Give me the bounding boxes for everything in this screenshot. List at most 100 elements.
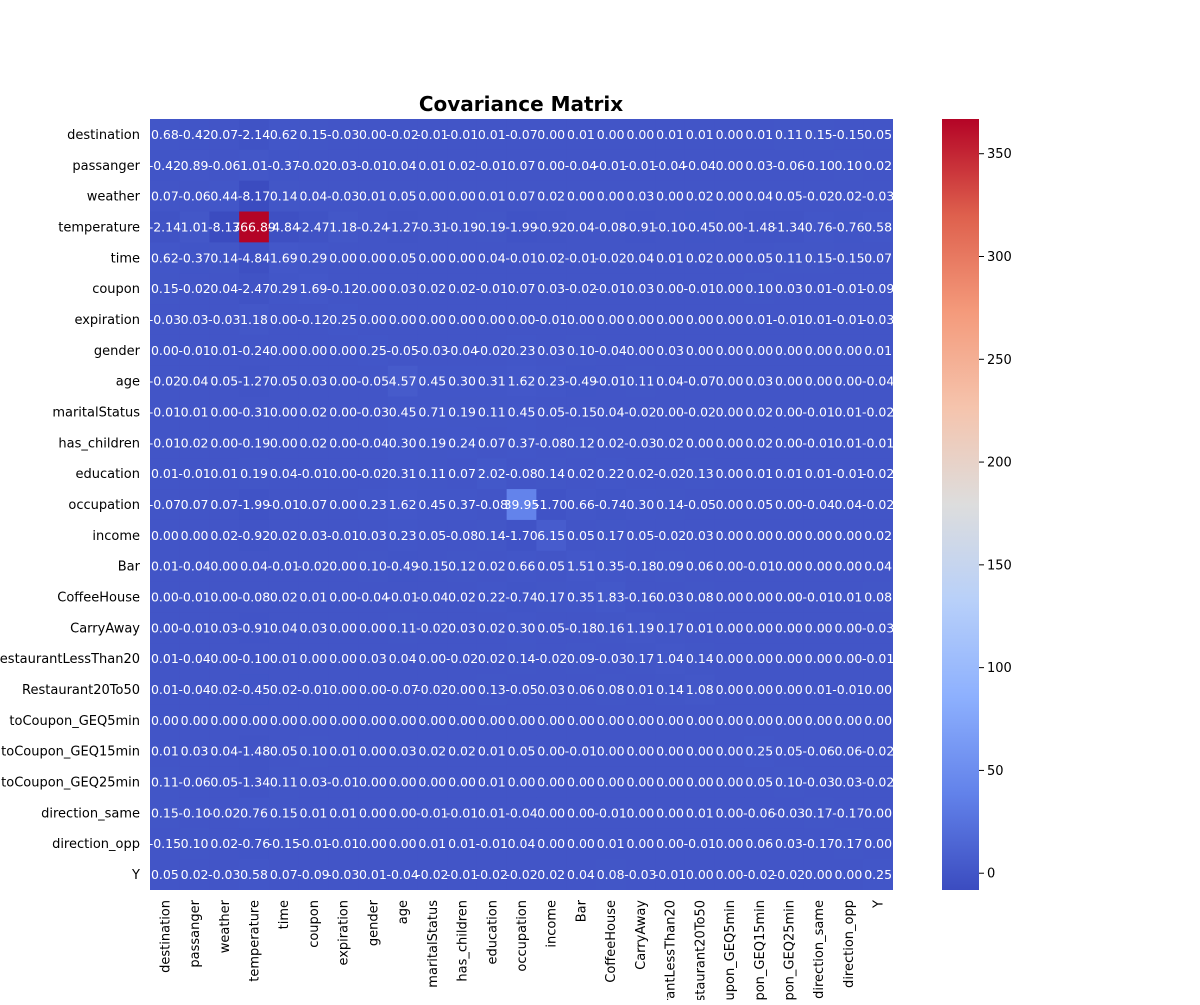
cell-value-label: 0.08 — [597, 682, 625, 697]
heatmap-cell — [150, 735, 181, 768]
heatmap-cell — [358, 828, 389, 860]
heatmap-cell — [595, 149, 627, 182]
y-tick-label: CoffeeHouse — [57, 591, 140, 606]
heatmap-cell — [536, 396, 567, 428]
heatmap-cell — [863, 149, 893, 182]
cell-value-label: 0.02 — [448, 158, 476, 173]
heatmap-cell — [566, 519, 597, 552]
heatmap-cell — [774, 365, 805, 398]
cell-value-label: 0.02 — [864, 158, 892, 173]
cell-value-label: -0.02 — [862, 497, 894, 512]
cell-value-label: -0.08 — [535, 435, 567, 450]
cell-value-label: -0.02 — [862, 744, 894, 759]
cell-value-label: 0.00 — [567, 713, 595, 728]
heatmap-cell — [150, 365, 181, 398]
cell-value-label: 0.00 — [805, 713, 833, 728]
heatmap-cell — [268, 304, 300, 336]
cell-value-label: -0.01 — [803, 590, 835, 605]
cell-value-label: 0.15 — [805, 250, 833, 265]
heatmap-cell — [506, 304, 537, 336]
heatmap-cell — [447, 735, 478, 768]
heatmap-cell — [209, 365, 240, 398]
cell-value-label: 0.01 — [418, 836, 446, 851]
heatmap-cell — [863, 304, 893, 336]
heatmap-cell — [387, 797, 419, 829]
heatmap-cell — [803, 458, 835, 490]
heatmap-cell — [803, 581, 835, 614]
cell-value-label: 0.05 — [745, 250, 773, 265]
heatmap-cell — [506, 365, 537, 398]
heatmap-cell — [150, 612, 181, 644]
cell-value-label: -0.01 — [654, 867, 686, 882]
cell-value-label: -0.92 — [238, 528, 270, 543]
heatmap-cell — [209, 304, 240, 336]
heatmap-cell — [387, 119, 419, 151]
heatmap-cell — [328, 581, 359, 614]
cell-value-label: 0.04 — [864, 559, 892, 574]
cell-value-label: 0.10 — [181, 836, 209, 851]
cell-value-label: 0.00 — [537, 775, 565, 790]
heatmap-cell — [150, 119, 181, 151]
heatmap-cell — [774, 704, 805, 737]
cell-value-label: 0.68 — [151, 127, 179, 142]
cell-value-label: 0.62 — [151, 250, 179, 265]
heatmap-cell — [566, 704, 597, 737]
heatmap-cell — [358, 304, 389, 336]
cell-value-label: 0.07 — [448, 466, 476, 481]
heatmap-cell — [268, 581, 300, 614]
heatmap-cell — [447, 180, 478, 213]
cell-value-label: -0.02 — [208, 805, 240, 820]
heatmap-cell — [863, 396, 893, 428]
cell-value-label: -0.06 — [743, 805, 775, 820]
cell-value-label: 0.01 — [805, 312, 833, 327]
cell-value-label: 2.02 — [478, 466, 506, 481]
heatmap-cell — [179, 304, 211, 336]
heatmap-cell — [774, 180, 805, 213]
heatmap-cell — [239, 242, 270, 274]
heatmap-cell — [863, 180, 893, 213]
cell-value-label: -0.08 — [594, 219, 626, 234]
heatmap-cell — [536, 458, 567, 490]
heatmap-cell — [387, 149, 419, 182]
cell-value-label: 0.02 — [210, 682, 238, 697]
heatmap-cell — [387, 242, 419, 274]
cell-value-label: 0.08 — [864, 590, 892, 605]
cell-value-label: 0.25 — [329, 312, 357, 327]
cell-value-label: 0.00 — [716, 805, 744, 820]
cell-value-label: 0.06 — [686, 559, 714, 574]
heatmap-cell — [714, 766, 745, 799]
heatmap-cell — [268, 211, 300, 243]
cell-value-label: 0.04 — [210, 281, 238, 296]
cell-value-label: -1.34 — [238, 775, 270, 790]
cell-value-label: 0.02 — [626, 466, 654, 481]
cell-value-label: 0.00 — [775, 374, 803, 389]
cell-value-label: 0.00 — [626, 312, 654, 327]
cell-value-label: 0.01 — [151, 651, 179, 666]
heatmap-cell — [803, 149, 835, 182]
cell-value-label: -0.03 — [862, 620, 894, 635]
cell-value-label: 0.00 — [567, 775, 595, 790]
heatmap-cell — [863, 211, 893, 243]
heatmap-cell — [774, 581, 805, 614]
y-tick-labels: destination passanger weather temperature ti… — [0, 128, 141, 883]
heatmap-cell — [566, 304, 597, 336]
cell-value-label: -0.02 — [416, 867, 448, 882]
heatmap-cell — [833, 612, 864, 644]
cell-value-label: 0.00 — [478, 713, 506, 728]
cell-value-label: 1.01 — [240, 158, 268, 173]
cell-value-label: 0.10 — [775, 775, 803, 790]
heatmap-cell — [625, 735, 656, 768]
cell-value-label: -0.17 — [803, 836, 835, 851]
cell-value-label: -0.02 — [654, 528, 686, 543]
heatmap-cell — [328, 149, 359, 182]
heatmap-cell — [358, 458, 389, 490]
cell-value-label: -0.02 — [535, 651, 567, 666]
cell-value-label: 0.02 — [864, 528, 892, 543]
cell-value-label: 0.58 — [240, 867, 268, 882]
cell-value-label: -0.02 — [624, 404, 656, 419]
cell-value-label: 0.05 — [151, 867, 179, 882]
cell-value-label: -0.01 — [803, 435, 835, 450]
cell-value-label: 0.00 — [300, 343, 328, 358]
heatmap-cell — [298, 766, 329, 799]
cell-value-label: 0.00 — [834, 620, 862, 635]
